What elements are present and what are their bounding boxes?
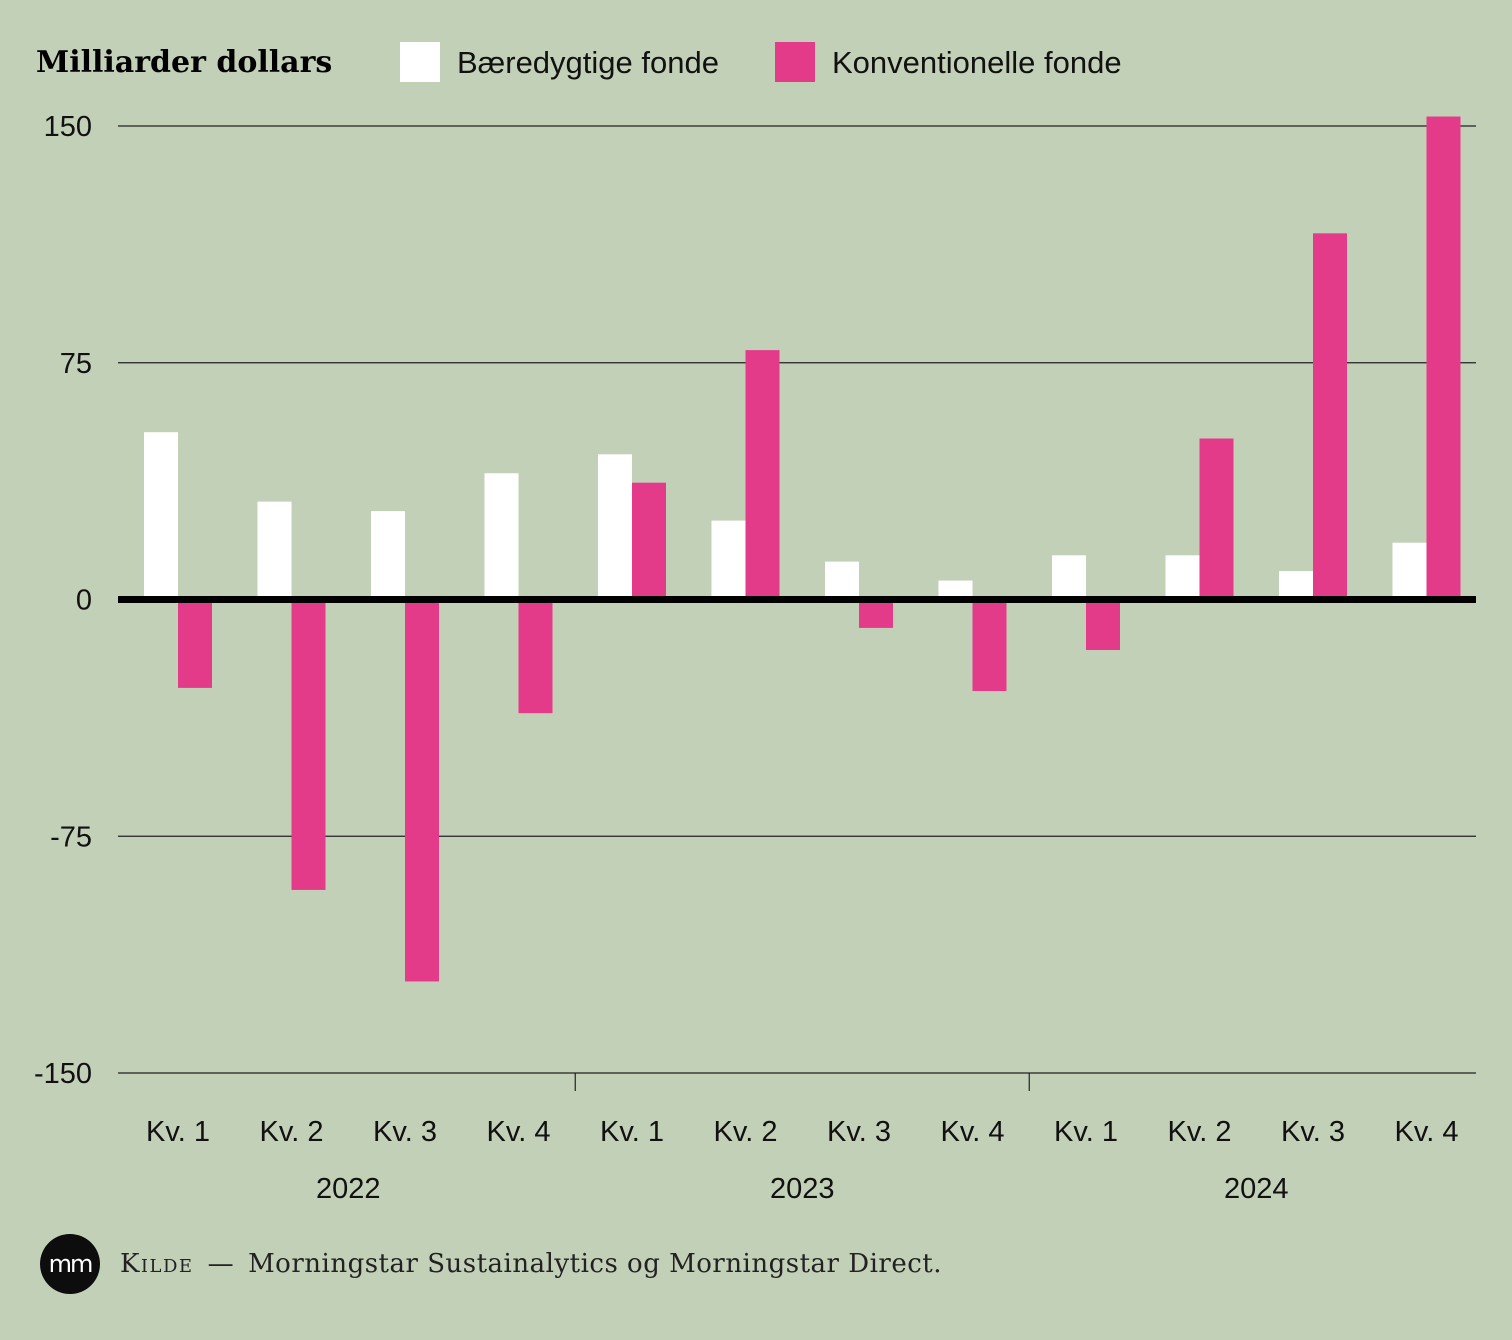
x-tick-label: Kv. 4	[487, 1116, 551, 1148]
source-note: Kilde — Morningstar Sustainalytics og Morn…	[120, 1249, 942, 1279]
bar-sustainable	[371, 511, 405, 600]
legend-swatch-conventional	[775, 42, 815, 82]
x-tick-label: Kv. 2	[1168, 1116, 1232, 1148]
logo-text: mm	[48, 1250, 94, 1278]
grid-lines	[118, 125, 1476, 1074]
x-tick-label: Kv. 1	[1054, 1116, 1118, 1148]
bar-sustainable	[1052, 555, 1086, 600]
source-dash: —	[207, 1249, 235, 1279]
bar-conventional	[745, 350, 780, 600]
x-tick-label: Kv. 3	[827, 1116, 891, 1148]
bar-conventional	[291, 599, 326, 890]
legend-label-sustainable: Bæredygtige fonde	[457, 45, 719, 80]
bar-sustainable	[484, 473, 519, 600]
x-tick-label: Kv. 1	[146, 1116, 210, 1148]
bar-conventional	[972, 599, 1007, 692]
bar-conventional	[859, 599, 893, 628]
x-tick-label: Kv. 3	[373, 1116, 437, 1148]
bar-sustainable	[1392, 542, 1427, 600]
y-tick-label: 150	[44, 111, 92, 143]
bar-conventional	[1199, 438, 1234, 600]
y-tick-label: 75	[60, 348, 92, 380]
bar-conventional	[1313, 233, 1347, 600]
bar-sustainable	[1165, 555, 1200, 600]
bar-sustainable	[144, 432, 178, 600]
x-tick-label: Kv. 4	[941, 1116, 1005, 1148]
bar-sustainable	[711, 520, 746, 600]
x-tick-label: Kv. 2	[714, 1116, 778, 1148]
legend-swatch-sustainable	[400, 42, 440, 82]
bar-conventional	[632, 482, 666, 600]
x-tick-labels: Kv. 1 Kv. 2 Kv. 3 Kv. 4 Kv. 1 Kv. 2 Kv. 3 Kv. 4…	[146, 1116, 1458, 1148]
publisher-logo: mm	[40, 1234, 100, 1294]
x-tick-label: Kv. 2	[260, 1116, 324, 1148]
x-tick-label: Kv. 4	[1395, 1116, 1459, 1148]
source-text: Morningstar Sustainalytics og Morningsta…	[248, 1249, 942, 1279]
year-label: 2022	[316, 1173, 381, 1205]
bar-conventional	[405, 599, 439, 982]
bar-sustainable	[938, 580, 973, 600]
year-label: 2023	[770, 1173, 835, 1205]
chart: Milliarder dollars Bæredygtige fonde Kon…	[34, 42, 1476, 1205]
y-tick-label: 0	[76, 585, 92, 617]
bars	[144, 116, 1461, 982]
bar-sustainable	[598, 454, 632, 600]
year-label: 2024	[1224, 1173, 1289, 1205]
bar-conventional	[518, 599, 553, 714]
y-tick-labels: 150 75 0 -75 -150	[34, 111, 92, 1090]
y-tick-label: -150	[34, 1058, 92, 1090]
legend-label-conventional: Konventionelle fonde	[832, 45, 1122, 80]
y-tick-label: -75	[50, 821, 92, 853]
x-tick-label: Kv. 3	[1281, 1116, 1345, 1148]
year-labels: 2022 2023 2024	[316, 1073, 1289, 1205]
bar-sustainable	[1279, 571, 1313, 600]
bar-conventional	[1086, 599, 1120, 651]
bar-conventional	[1426, 116, 1461, 600]
bar-conventional	[178, 599, 212, 688]
footer: mm Kilde — Morningstar Sustainalytics og M…	[40, 1232, 942, 1296]
y-axis-unit-label: Milliarder dollars	[36, 45, 332, 80]
bar-sustainable	[825, 561, 859, 600]
legend: Bæredygtige fonde Konventionelle fonde	[400, 42, 1122, 82]
source-label: Kilde	[120, 1249, 194, 1279]
bar-sustainable	[257, 501, 292, 600]
x-tick-label: Kv. 1	[600, 1116, 664, 1148]
